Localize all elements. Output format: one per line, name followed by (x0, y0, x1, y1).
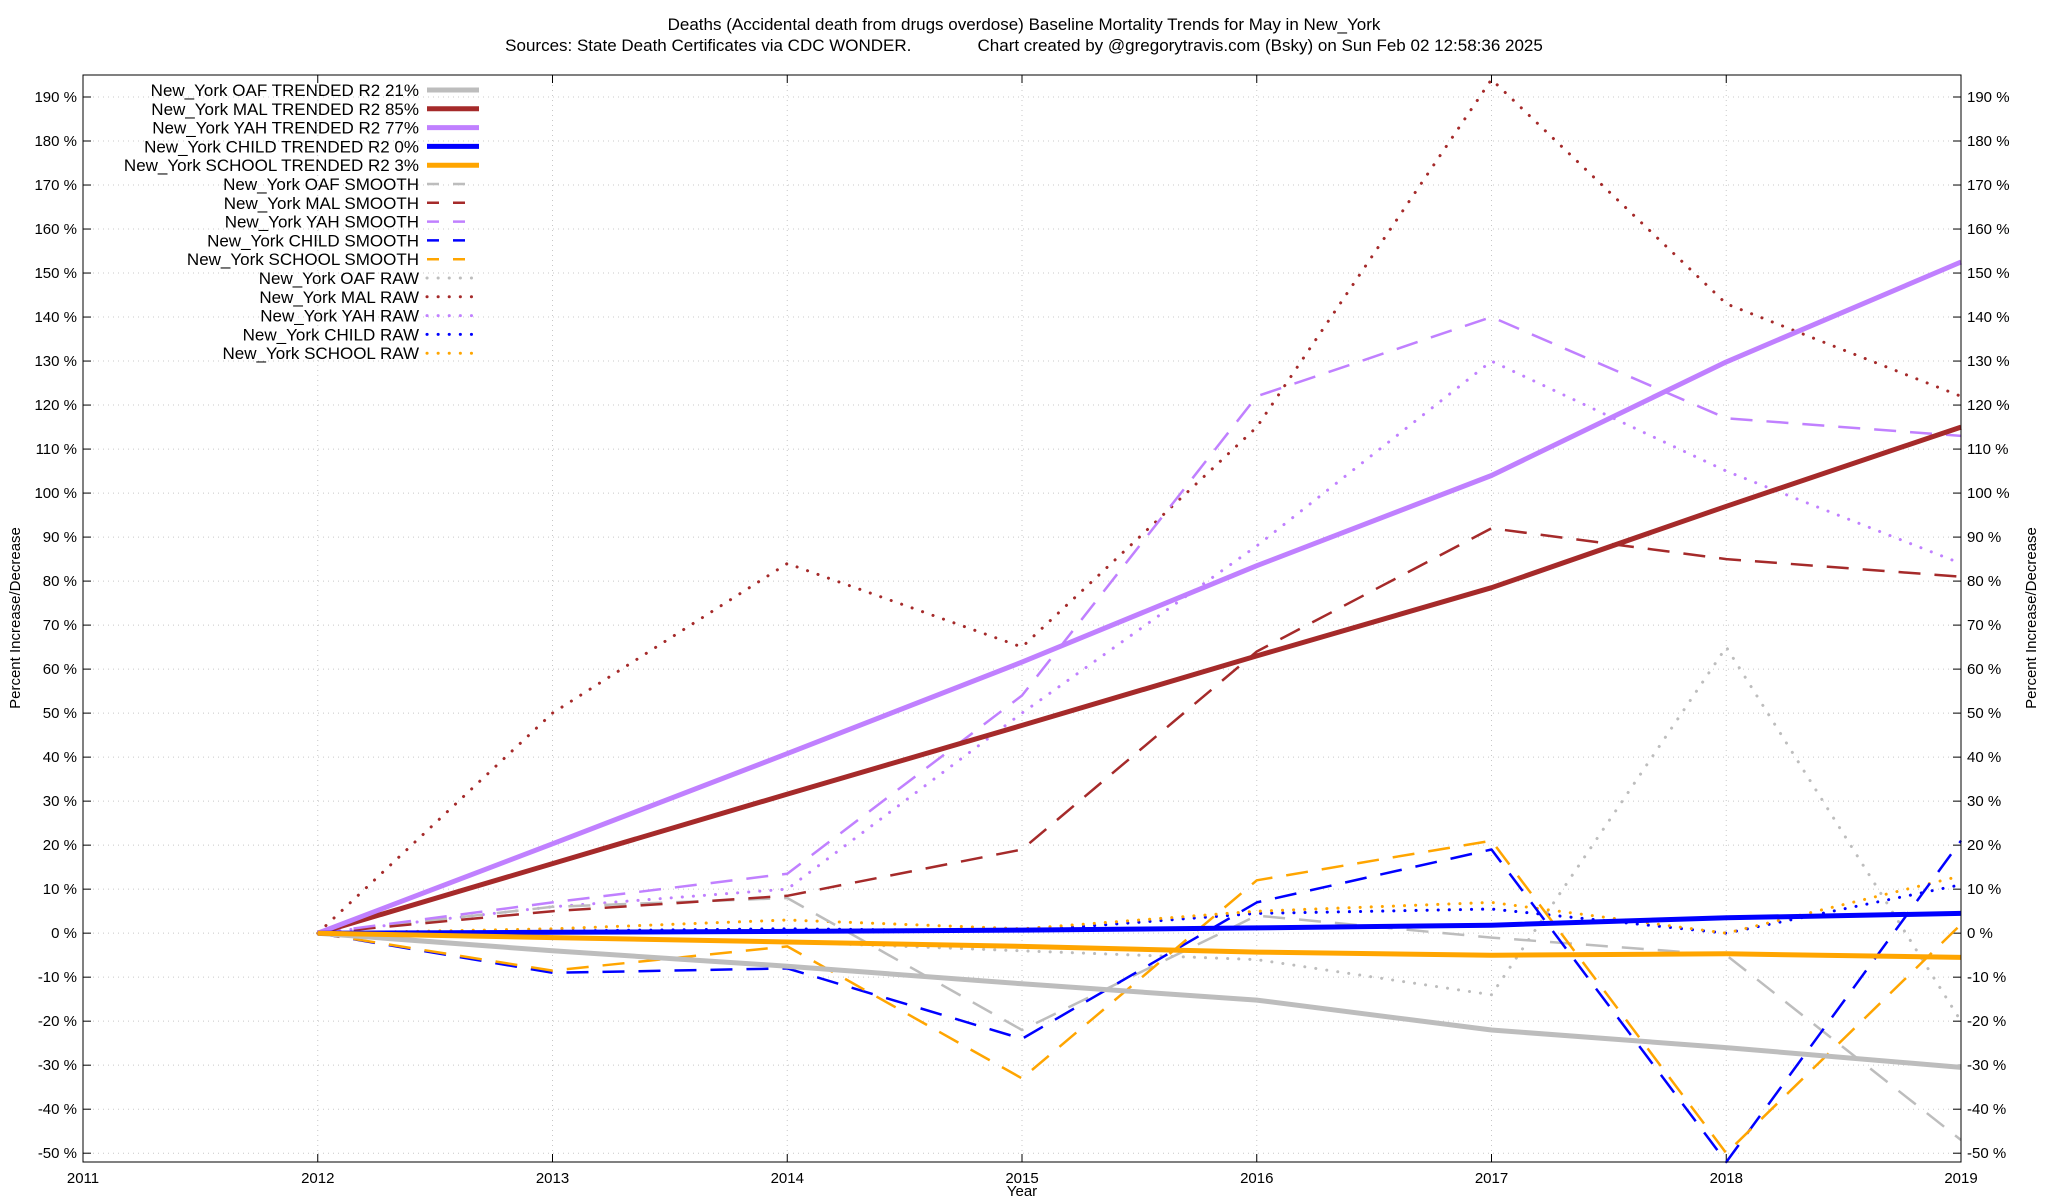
y-tick-label-left: 180 % (34, 133, 77, 150)
y-tick-label-left: 20 % (43, 837, 77, 854)
legend-label: New_York MAL TRENDED R2 85% (151, 100, 419, 119)
y-tick-label-left: -20 % (38, 1013, 77, 1030)
legend-label: New_York SCHOOL SMOOTH (187, 250, 419, 269)
series-line-0 (317, 930, 1962, 1070)
x-tick-label: 2017 (1475, 1170, 1508, 1187)
y-tick-label-right: 60 % (1967, 661, 2001, 678)
x-axis-label: Year (1007, 1183, 1037, 1200)
series-line-9 (317, 839, 1962, 1155)
legend-label: New_York CHILD TRENDED R2 0% (144, 137, 419, 156)
series-line-14 (316, 874, 1963, 935)
series-line-13 (316, 883, 1963, 935)
legend-label: New_York OAF RAW (259, 269, 419, 288)
y-tick-label-left: 60 % (43, 661, 77, 678)
y-tick-label-left: 10 % (43, 881, 77, 898)
y-tick-label-left: 40 % (43, 749, 77, 766)
y-tick-label-right: 80 % (1967, 573, 2001, 590)
y-axis-label-right: Percent Increase/Decrease (2023, 527, 2040, 709)
y-tick-label-left: 110 % (36, 441, 77, 458)
y-tick-label-left: 190 % (34, 89, 77, 106)
series-line-3 (317, 910, 1962, 936)
y-tick-label-right: 180 % (1967, 133, 2010, 150)
y-tick-label-left: 80 % (43, 573, 77, 590)
y-tick-label-right: 90 % (1967, 529, 2001, 546)
x-tick-label: 2015 (1005, 1170, 1038, 1187)
y-tick-label-right: -40 % (1967, 1101, 2006, 1118)
series-line-4 (317, 930, 1962, 960)
legend-label: New_York MAL SMOOTH (224, 194, 419, 213)
y-tick-label-left: 170 % (34, 177, 77, 194)
y-tick-label-left: -40 % (38, 1101, 77, 1118)
y-tick-label-right: 150 % (1967, 265, 2010, 282)
x-tick-label: 2011 (67, 1170, 99, 1187)
y-tick-label-left: -10 % (38, 969, 77, 986)
legend-label: New_York YAH TRENDED R2 77% (152, 119, 419, 138)
legend-label: New_York MAL RAW (259, 288, 419, 307)
y-tick-label-left: -30 % (38, 1057, 77, 1074)
series-lines (316, 77, 1963, 1164)
y-tick-label-left: 30 % (43, 793, 77, 810)
y-tick-label-left: 120 % (34, 397, 77, 414)
y-tick-label-left: 50 % (43, 705, 77, 722)
y-tick-label-left: 150 % (34, 265, 77, 282)
y-tick-label-right: 20 % (1967, 837, 2001, 854)
x-tick-label: 2018 (1710, 1170, 1743, 1187)
y-tick-label-right: -30 % (1967, 1057, 2006, 1074)
y-tick-label-left: 90 % (43, 529, 77, 546)
y-tick-label-right: 30 % (1967, 793, 2001, 810)
y-tick-label-right: 70 % (1967, 617, 2001, 634)
legend-label: New_York CHILD RAW (243, 325, 419, 344)
y-tick-label-right: -50 % (1967, 1145, 2006, 1162)
y-tick-label-right: 170 % (1967, 177, 2010, 194)
axis-ticks: 190 % 190 % 180 % 180 % 170 % 170 % 160 % 160 %… (34, 75, 2010, 1187)
series-line-6 (317, 527, 1962, 935)
x-tick-label: 2019 (1944, 1170, 1977, 1187)
series-line-1 (317, 424, 1962, 936)
legend-label: New_York YAH SMOOTH (225, 213, 419, 232)
series-line-12 (316, 359, 1963, 935)
legend-label: New_York CHILD SMOOTH (207, 231, 419, 250)
x-tick-label: 2016 (1240, 1170, 1273, 1187)
y-tick-label-right: 110 % (1967, 441, 2008, 458)
series-line-2 (316, 259, 1962, 936)
x-tick-label: 2014 (771, 1170, 804, 1187)
legend-label: New_York SCHOOL TRENDED R2 3% (124, 156, 419, 175)
legend: New_York OAF TRENDED R2 21%New_York MAL … (124, 81, 481, 363)
y-tick-label-right: 160 % (1967, 221, 2010, 238)
y-tick-label-right: 0 % (1967, 925, 1993, 942)
legend-label: New_York OAF TRENDED R2 21% (151, 81, 419, 100)
y-tick-label-right: 10 % (1967, 881, 2001, 898)
y-axis-label-left: Percent Increase/Decrease (7, 527, 24, 709)
legend-label: New_York OAF SMOOTH (223, 175, 419, 194)
y-tick-label-left: 160 % (34, 221, 77, 238)
x-tick-label: 2013 (536, 1170, 569, 1187)
y-tick-label-right: 190 % (1967, 89, 2010, 106)
y-tick-label-left: 100 % (34, 485, 77, 502)
series-line-5 (317, 896, 1962, 1141)
legend-label: New_York YAH RAW (260, 307, 419, 326)
y-tick-label-left: -50 % (38, 1145, 77, 1162)
series-line-11 (316, 77, 1963, 935)
chart-subtitle: Sources: State Death Certificates via CD… (505, 36, 1543, 55)
x-tick-label: 2012 (301, 1170, 334, 1187)
chart-title: Deaths (Accidental death from drugs over… (668, 15, 1381, 34)
legend-label: New_York SCHOOL RAW (223, 344, 420, 363)
y-tick-label-right: 120 % (1967, 397, 2010, 414)
y-tick-label-left: 130 % (34, 353, 77, 370)
series-line-8 (317, 839, 1963, 1164)
y-tick-label-right: -10 % (1967, 969, 2006, 986)
y-tick-label-left: 70 % (43, 617, 77, 634)
series-line-10 (316, 645, 1963, 1023)
plot-frame (82, 74, 1962, 1163)
y-tick-label-left: 140 % (34, 309, 77, 326)
y-tick-label-right: 40 % (1967, 749, 2001, 766)
y-tick-label-right: 140 % (1967, 309, 2010, 326)
y-tick-label-left: 0 % (51, 925, 77, 942)
y-tick-label-right: 130 % (1967, 353, 2010, 370)
y-tick-label-right: 100 % (1967, 485, 2010, 502)
y-tick-label-right: 50 % (1967, 705, 2001, 722)
y-tick-label-right: -20 % (1967, 1013, 2006, 1030)
